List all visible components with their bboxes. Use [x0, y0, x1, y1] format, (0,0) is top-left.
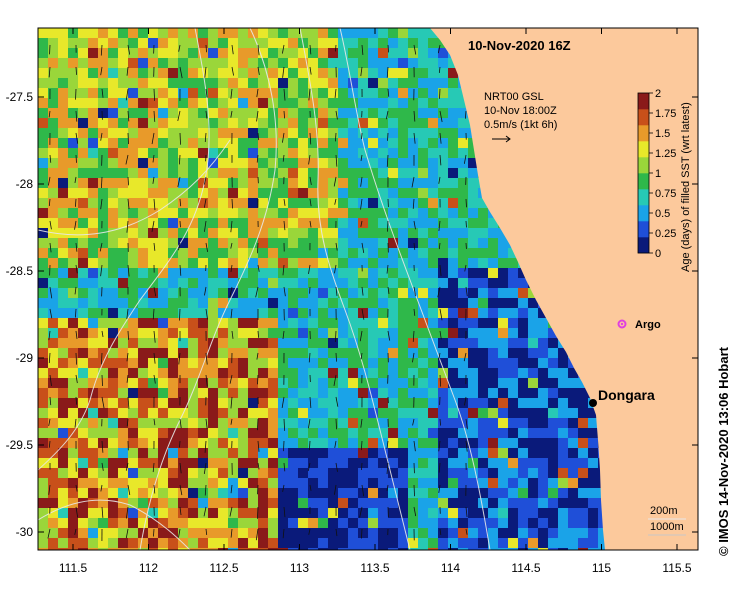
- x-tick-label: 114.5: [511, 561, 540, 575]
- y-tick-label: -27.5: [6, 90, 34, 104]
- place-argo: Argo: [617, 319, 661, 331]
- colorbar-tick-label: 0: [655, 248, 661, 260]
- current-vectors: [47, 44, 468, 541]
- contour-line: [139, 28, 277, 550]
- place-dongara: Dongara: [589, 387, 655, 407]
- colorbar-block: [638, 237, 649, 254]
- colorbar-tick-label: 0.25: [655, 228, 676, 240]
- colorbar-block: [638, 189, 649, 206]
- y-tick-label: -29.5: [6, 438, 34, 452]
- y-tick-label: -29: [16, 351, 34, 365]
- colorbar-block: [638, 109, 649, 126]
- dongara-label: Dongara: [598, 387, 655, 403]
- bathy-legend-1000m: 1000m: [650, 521, 684, 533]
- colorbar-block: [638, 221, 649, 238]
- colorbar-tick-label: 0.5: [655, 208, 670, 220]
- current-legend: NRT00 GSL 10-Nov 18:00Z 0.5m/s (1kt 6h): [484, 91, 557, 143]
- bathymetry-legend: 200m 1000m: [648, 505, 686, 536]
- y-tick-label: -28.5: [6, 264, 34, 278]
- bathy-legend-200m: 200m: [650, 505, 678, 517]
- colorbar-block: [638, 125, 649, 142]
- contour-line: [38, 28, 210, 471]
- y-tick-label: -30: [16, 525, 34, 539]
- contour-line: [299, 28, 411, 550]
- current-legend-source: NRT00 GSL: [484, 91, 544, 103]
- colorbar-tick-label: 1.5: [655, 128, 670, 140]
- current-legend-scale: 0.5m/s (1kt 6h): [484, 119, 557, 131]
- argo-float-icon: [617, 319, 627, 329]
- colorbar-tick-label: 1.75: [655, 108, 676, 120]
- map-title: 10-Nov-2020 16Z: [468, 38, 571, 53]
- map-plot-area: [38, 28, 698, 550]
- x-tick-label: 112.5: [209, 561, 238, 575]
- x-tick-label: 115.5: [662, 561, 691, 575]
- scale-arrowhead-icon: [505, 135, 511, 143]
- land-mass: [430, 28, 698, 550]
- colorbar-block: [638, 157, 649, 174]
- argo-label: Argo: [635, 319, 661, 331]
- colorbar-block: [638, 93, 649, 110]
- x-tick-label: 111.5: [59, 561, 88, 575]
- imos-credit: © IMOS 14-Nov-2020 13:06 Hobart: [716, 346, 731, 556]
- contour-line: [38, 499, 191, 550]
- town-marker-icon: [589, 399, 597, 407]
- colorbar-tick-label: 1: [655, 168, 661, 180]
- colorbar-tick-label: 0.75: [655, 188, 676, 200]
- y-axis: -27.5 -28 -28.5 -29 -29.5 -30: [6, 90, 698, 539]
- colorbar-block: [638, 173, 649, 190]
- x-tick-label: 113.5: [360, 561, 389, 575]
- x-tick-label: 113: [290, 561, 309, 575]
- contour-line: [38, 139, 231, 236]
- colorbar-block: [638, 205, 649, 222]
- colorbar-tick-label: 2: [655, 88, 661, 100]
- colorbar-block: [638, 141, 649, 158]
- current-legend-time: 10-Nov 18:00Z: [484, 105, 557, 117]
- contour-line: [339, 28, 491, 550]
- x-tick-label: 114: [441, 561, 460, 575]
- colorbar: 0 0.25 0.5 0.75 1 1.25 1.5 1.75 2 Age (days) of …: [637, 88, 692, 272]
- bathymetry-contours: [38, 28, 491, 550]
- plot-frame: [37, 27, 699, 551]
- colorbar-tick-label: 1.25: [655, 148, 676, 160]
- colorbar-label: Age (days) of filled SST (wrt latest): [680, 102, 692, 272]
- x-tick-label: 112: [139, 561, 158, 575]
- y-tick-label: -28: [16, 177, 34, 191]
- x-tick-label: 115: [592, 561, 611, 575]
- x-axis: 111.5 112 112.5 113 113.5 114 114.5 115 115.5: [59, 28, 692, 575]
